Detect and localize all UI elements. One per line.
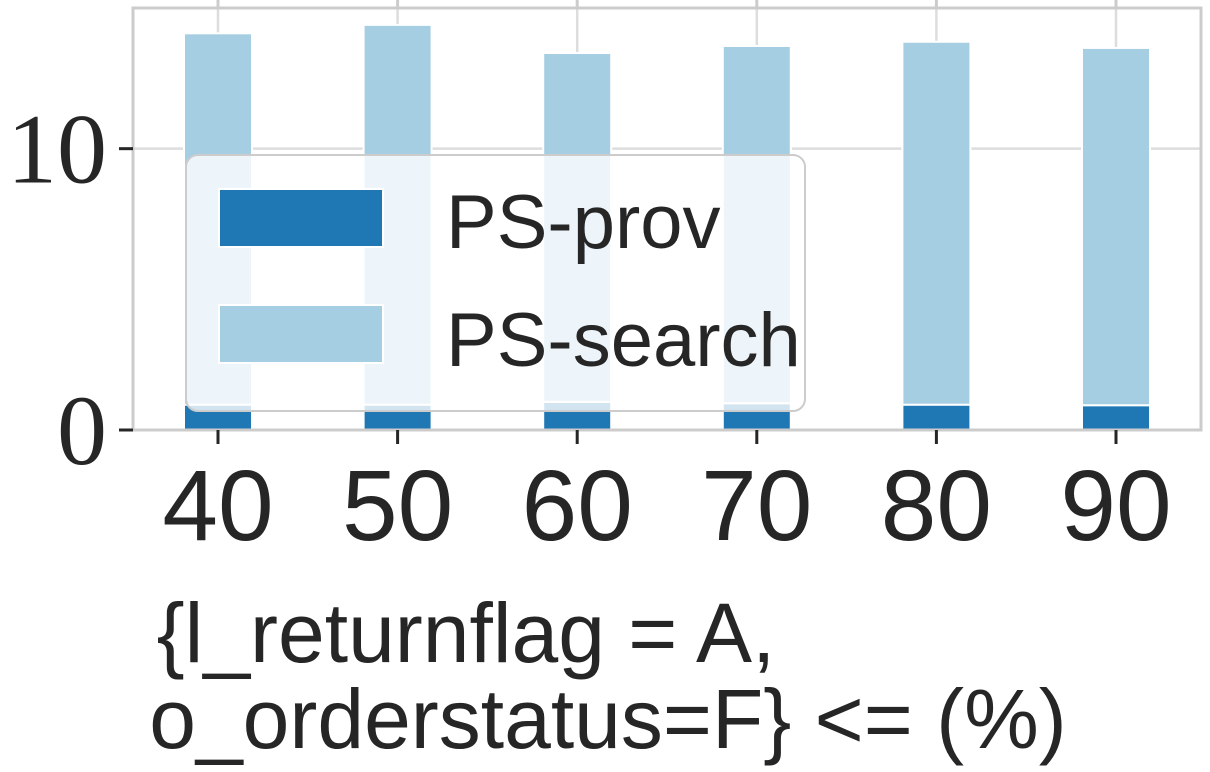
bar-ps-search-80 <box>901 40 972 406</box>
x-tick-label: 50 <box>342 450 453 562</box>
legend-label-ps-prov: PS-prov <box>446 180 721 265</box>
x-axis-label: {l_returnflag = A, o_orderstatus=F} <= (… <box>149 586 1066 766</box>
x-tick-label: 90 <box>1060 450 1171 562</box>
x-axis-label-line-1: {l_returnflag = A, <box>157 586 776 680</box>
legend-swatch-ps-prov <box>218 188 384 248</box>
axis-ticks: 40 50 60 70 80 90 0 10 <box>7 0 1172 562</box>
bar-ps-prov-90 <box>1081 404 1151 432</box>
x-tick-label: 70 <box>701 450 812 562</box>
x-tick-label: 80 <box>881 450 992 562</box>
bar-ps-prov-80 <box>901 403 972 431</box>
x-axis-label-line-2: o_orderstatus=F} <= (%) <box>149 672 1066 766</box>
y-tick-label: 0 <box>57 375 107 486</box>
x-tick-label: 60 <box>522 450 633 562</box>
plot-frame <box>131 6 1203 432</box>
y-tick-label: 10 <box>7 94 107 205</box>
x-tick-label: 40 <box>162 450 273 562</box>
legend-label-ps-search: PS-search <box>446 298 801 383</box>
legend: PS-prov PS-search <box>185 154 806 412</box>
legend-swatch-ps-search <box>218 304 384 364</box>
bar-ps-search-90 <box>1081 46 1151 407</box>
